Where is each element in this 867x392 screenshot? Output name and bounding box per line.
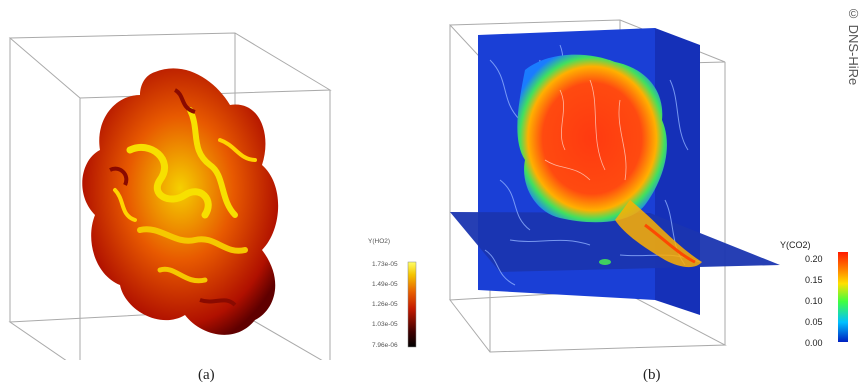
plume (615, 200, 702, 268)
small-blob (599, 259, 611, 265)
colorbar-a-tick: 1.03e-05 (372, 321, 398, 328)
colorbar-a-tick: 1.26e-05 (372, 301, 398, 308)
core-streaks (544, 79, 627, 181)
colorbar-b (838, 252, 848, 342)
colorbar-a-tick: 1.49e-05 (372, 281, 398, 288)
copyright-notice: © DNS-HiRe (846, 6, 866, 116)
colorbar-b-tick: 0.00 (805, 338, 823, 348)
hot-core (517, 54, 667, 223)
panel-b-slices: Y(CO2) 0.20 0.15 0.10 0.05 0.00 (440, 0, 850, 360)
horizontal-slice (450, 212, 780, 272)
copyright-text: © DNS-HiRe (846, 6, 861, 86)
colorbar-a-tick: 7.96e-06 (372, 342, 398, 349)
isosurface-render: Y(HO2) 1.73e-05 1.49e-05 1.26e-05 1.03e-… (8, 32, 417, 371)
colorbar-b-tick: 0.20 (805, 254, 823, 264)
caption-a: (a) (198, 367, 215, 383)
panel-a-isosurface: Y(HO2) 1.73e-05 1.49e-05 1.26e-05 1.03e-… (0, 0, 430, 371)
colorbar-b-tick: 0.05 (805, 317, 823, 327)
colorbar-b-title: Y(CO2) (780, 240, 811, 250)
colorbar-a (407, 261, 417, 348)
slice-render: Y(CO2) 0.20 0.15 0.10 0.05 0.00 (448, 19, 848, 353)
caption-b: (b) (643, 367, 661, 383)
colorbar-a-tick: 1.73e-05 (372, 261, 398, 268)
flame-isosurface (82, 68, 279, 335)
colorbar-b-tick: 0.10 (805, 296, 823, 306)
colorbar-a-title: Y(HO2) (368, 238, 390, 245)
colorbar-b-tick: 0.15 (805, 275, 823, 285)
